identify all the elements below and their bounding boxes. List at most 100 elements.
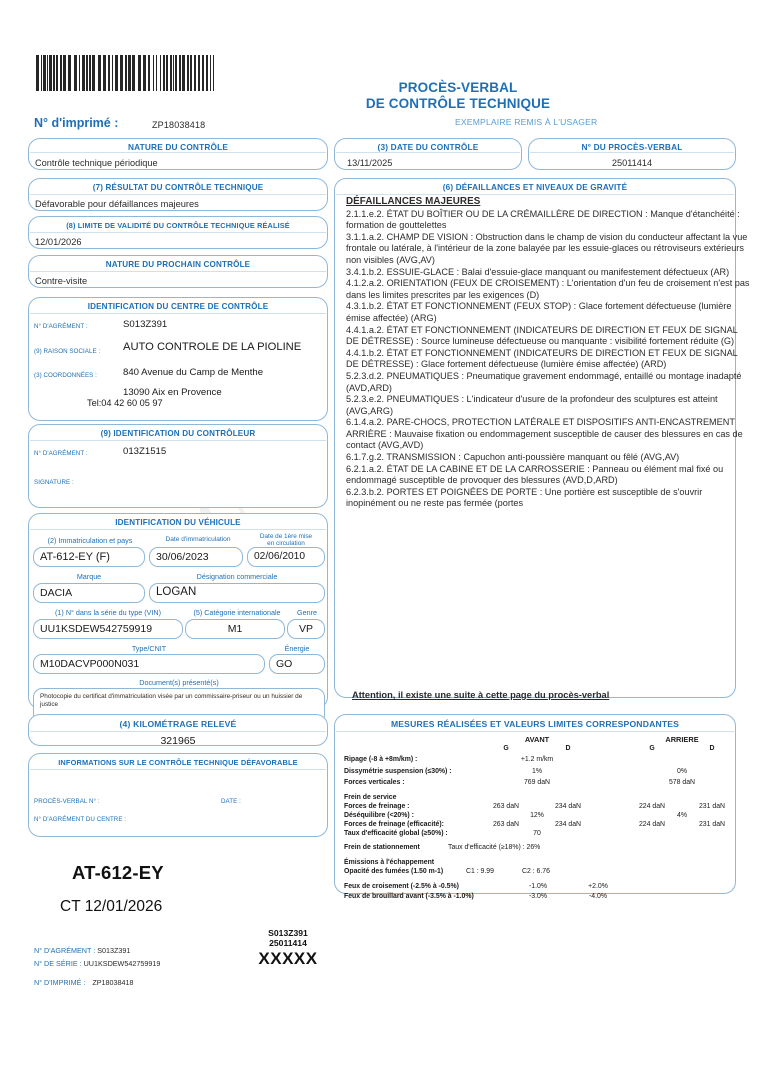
defaillance-item: 6.1.7.g.2. TRANSMISSION : Capuchon anti-… — [346, 452, 680, 463]
type-cnit-field[interactable]: M10DACVP000N031 — [33, 654, 265, 674]
mesures-frein-rows: Forces de freinage : 263 daN 234 daN 224 da… — [344, 803, 754, 840]
barcode-bar — [202, 55, 204, 91]
nature-controle-value: Contrôle technique périodique — [35, 158, 158, 168]
centre-agrement-label: N° D'AGRÉMENT : — [34, 323, 88, 330]
barcode-bar — [128, 55, 131, 91]
date-1ere-mise-label-l1: Date de 1ère mise — [259, 533, 313, 540]
defaillances-suite-note: Attention, il existe une suite à cette p… — [352, 690, 610, 700]
centre-coordonnees-line1: 840 Avenue du Camp de Menthe — [123, 367, 264, 378]
mesure-row-label: Ripage (-8 à +8m/km) : — [344, 756, 418, 763]
designation-field[interactable]: LOGAN — [149, 583, 325, 603]
barcode-bar — [143, 55, 146, 91]
barcode-bar — [132, 55, 135, 91]
mesures-col-arriere: ARRIERE — [665, 735, 699, 744]
limite-validite-caption: (8) LIMITE DE VALIDITÉ DU CONTRÔLE TECHN… — [66, 220, 290, 230]
infos-agrement-label: N° D'AGRÉMENT DU CENTRE : — [34, 816, 127, 823]
opacite-c1: C1 : 9.99 — [466, 868, 494, 876]
mesure-avant-g: 263 daN — [492, 802, 520, 810]
exemplaire-notice: EXEMPLAIRE REMIS À L'USAGER — [455, 117, 598, 127]
controleur-agrement-value: 013Z1515 — [123, 446, 167, 457]
page-title-line2: DE CONTRÔLE TECHNIQUE — [365, 96, 551, 111]
barcode-icon — [36, 55, 218, 91]
centre-raison-value: AUTO CONTROLE DE LA PIOLINE — [123, 341, 302, 353]
infos-defavorable-caption: INFORMATIONS SUR LE CONTRÔLE TECHNIQUE D… — [58, 757, 298, 767]
mesure-avant-value: +1.2 m/km — [520, 756, 554, 763]
mesure-arriere-value: 578 daN — [668, 779, 696, 786]
vin-label: (1) N° dans la série du type (VIN) — [55, 608, 161, 617]
categorie-value: M1 — [227, 623, 243, 635]
date-immat-label: Date d'immatriculation — [165, 536, 231, 543]
defaillance-item: 4.4.1.b.2. ÉTAT ET FONCTIONNEMENT (INDIC… — [346, 347, 738, 370]
footer-agrement-line: N° D'AGRÉMENT : S013Z391 — [34, 946, 130, 955]
mesure-feux-value-1: -1.0% — [528, 883, 547, 891]
footer-serie-value: UU1KSDEW542759919 — [83, 959, 161, 968]
categorie-field[interactable]: M1 — [185, 619, 285, 639]
defaillance-item: 3.1.1.a.2. CHAMP DE VISION : Obstruction… — [346, 231, 748, 265]
marque-field[interactable]: DACIA — [33, 583, 145, 603]
mesure-arriere-value: 4% — [677, 811, 687, 819]
plate-number: AT-612-EY — [72, 862, 164, 883]
num-pv-value: 25011414 — [611, 158, 653, 168]
mesures-box: MESURES RÉALISÉES ET VALEURS LIMITES COR… — [334, 714, 736, 894]
barcode-bar — [163, 55, 165, 91]
stamp-line3: XXXXX — [258, 949, 318, 968]
frein-stationnement-value: Taux d'efficacité (≥18%) : 26% — [448, 844, 541, 852]
energie-field[interactable]: GO — [269, 654, 325, 674]
barcode-bar — [120, 55, 123, 91]
genre-label: Genre — [297, 608, 317, 617]
marque-label: Marque — [76, 572, 102, 581]
defaillance-item: 6.2.1.a.2. ÉTAT DE LA CABINE ET DE LA CA… — [346, 463, 724, 486]
barcode-bar — [79, 55, 80, 91]
emissions-title: Émissions à l'échappement — [344, 859, 435, 867]
mesure-feux-row: Feux de croisement (-2.5% à -0.5%) -1.0% +… — [344, 883, 754, 892]
barcode-bar — [56, 55, 58, 91]
defaillances-caption: (6) DÉFAILLANCES ET NIVEAUX DE GRAVITÉ — [442, 182, 628, 192]
mesure-row: Forces verticales : 769 daN 578 daN — [344, 779, 754, 791]
centre-controle-box: IDENTIFICATION DU CENTRE DE CONTRÔLE N° … — [28, 297, 328, 421]
barcode-bar — [60, 55, 62, 91]
genre-field[interactable]: VP — [287, 619, 325, 639]
num-pv-caption: N° DU PROCÈS-VERBAL — [581, 142, 683, 152]
energie-label: Énergie — [284, 644, 310, 653]
mesure-feux-label: Feux de croisement (-2.5% à -0.5%) — [344, 883, 459, 891]
barcode-bar — [173, 55, 174, 91]
designation-label: Désignation commerciale — [196, 572, 278, 581]
date-immat-field[interactable]: 30/06/2023 — [149, 547, 243, 567]
footer-agrement-label: N° D'AGRÉMENT : — [34, 946, 96, 955]
barcode-bar — [179, 55, 181, 91]
barcode-bar — [36, 55, 39, 91]
barcode-bar — [206, 55, 208, 91]
barcode-bar — [156, 55, 157, 91]
ct-validity-date: CT 12/01/2026 — [60, 898, 163, 915]
documents-value: Photocopie du certificat d'immatriculati… — [40, 693, 303, 708]
barcode-bar — [115, 55, 118, 91]
barcode-bar — [92, 55, 95, 91]
centre-coordonnees-line2: 13090 Aix en Provence — [123, 387, 222, 398]
immat-field[interactable]: AT-612-EY (F) — [33, 547, 145, 567]
infos-defavorable-box: INFORMATIONS SUR LE CONTRÔLE TECHNIQUE D… — [28, 753, 328, 837]
kilometrage-value: 321965 — [160, 735, 196, 747]
footer-agrement-value: S013Z391 — [97, 946, 131, 955]
mesure-row: Dissymétrie suspension (≤30%) : 1% 0% — [344, 768, 754, 780]
defaillances-group-title: DÉFAILLANCES MAJEURES — [346, 196, 481, 207]
frein-stationnement-label: Frein de stationnement — [344, 844, 420, 852]
resultat-caption: (7) RÉSULTAT DU CONTRÔLE TECHNIQUE — [92, 182, 264, 192]
centre-coordonnees-line3: Tel:04 42 60 05 97 — [87, 398, 163, 408]
barcode-bar — [166, 55, 168, 91]
footer-imprime-label: N° D'IMPRIMÉ : — [34, 978, 86, 987]
energie-value: GO — [276, 658, 293, 670]
centre-coordonnees-label: (3) COORDONNÉES : — [34, 372, 97, 379]
mesure-avant-value: 1% — [532, 767, 542, 775]
infos-pv-label: PROCÈS-VERBAL N° : — [34, 798, 100, 805]
date-controle-box: (3) DATE DU CONTRÔLE 13/11/2025 — [334, 138, 522, 170]
date-1ere-mise-field[interactable]: 02/06/2010 — [247, 547, 325, 567]
vin-field[interactable]: UU1KSDEW542759919 — [33, 619, 183, 639]
resultat-value: Défavorable pour défaillances majeures — [35, 199, 199, 209]
defaillance-item: 4.3.1.b.2. ÉTAT ET FONCTIONNEMENT (FEUX … — [346, 301, 732, 323]
vin-value: UU1KSDEW542759919 — [40, 623, 153, 635]
barcode-bar — [160, 55, 161, 91]
barcode-bar — [170, 55, 172, 91]
imprime-label: N° d'imprimé : — [34, 116, 119, 130]
mesures-sub-arriere-g: G — [649, 745, 655, 752]
defaillances-box: (6) DÉFAILLANCES ET NIVEAUX DE GRAVITÉ — [334, 178, 736, 698]
